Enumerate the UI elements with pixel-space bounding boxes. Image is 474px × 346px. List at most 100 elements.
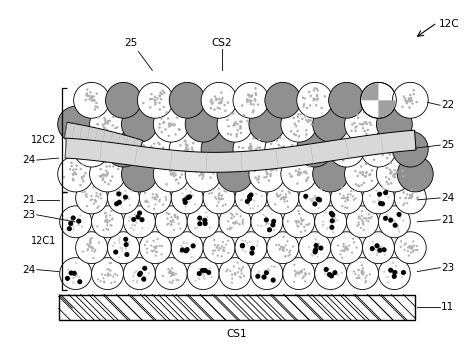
Circle shape [140,271,142,273]
Circle shape [313,98,316,100]
Circle shape [397,156,433,192]
Circle shape [153,156,189,192]
Circle shape [250,146,253,148]
Circle shape [324,270,326,273]
Circle shape [192,194,194,197]
Circle shape [314,195,317,198]
Circle shape [158,200,161,202]
Circle shape [361,215,363,217]
Circle shape [278,244,280,246]
Circle shape [153,143,155,145]
Circle shape [147,153,150,156]
Circle shape [406,202,408,204]
Circle shape [295,220,297,222]
Circle shape [139,182,171,214]
Circle shape [87,94,90,97]
Circle shape [241,104,244,107]
Circle shape [105,212,107,214]
Circle shape [172,219,174,221]
Circle shape [144,148,146,151]
Circle shape [186,148,189,151]
Circle shape [227,240,229,242]
Circle shape [370,124,372,126]
Circle shape [250,103,252,106]
Circle shape [215,98,218,100]
Circle shape [305,172,308,175]
Circle shape [345,245,347,248]
Circle shape [129,204,131,206]
Circle shape [318,242,320,245]
Circle shape [227,132,229,135]
Circle shape [343,197,346,199]
Circle shape [128,216,131,218]
Circle shape [155,206,187,238]
Circle shape [242,239,244,242]
Circle shape [378,194,381,196]
Circle shape [169,269,171,271]
Circle shape [343,197,345,199]
Circle shape [401,175,404,177]
Circle shape [247,201,250,203]
Circle shape [346,207,348,209]
Circle shape [120,192,122,195]
Circle shape [343,145,346,147]
Circle shape [378,148,380,150]
Circle shape [272,168,274,171]
Circle shape [352,195,354,198]
Circle shape [89,240,91,243]
Circle shape [328,268,330,270]
Circle shape [159,95,161,97]
Circle shape [89,240,91,242]
Circle shape [358,224,360,226]
Circle shape [334,220,337,222]
Circle shape [172,280,174,282]
Circle shape [183,250,185,252]
Circle shape [87,248,89,250]
Circle shape [410,245,413,247]
Circle shape [296,130,299,132]
Circle shape [173,220,174,223]
Circle shape [284,197,286,199]
Circle shape [360,165,363,168]
Circle shape [100,194,102,196]
Circle shape [187,247,189,249]
Circle shape [106,135,109,137]
Circle shape [393,220,395,222]
Circle shape [352,238,354,240]
Circle shape [254,99,256,102]
Circle shape [247,93,249,96]
Circle shape [353,122,356,124]
Circle shape [114,201,119,206]
Circle shape [320,107,323,109]
Circle shape [74,275,77,278]
Circle shape [303,103,305,106]
Circle shape [218,197,220,199]
Circle shape [197,167,200,170]
Circle shape [365,171,368,174]
Circle shape [365,163,367,165]
Circle shape [392,131,428,167]
Circle shape [410,98,412,101]
Circle shape [186,144,189,147]
Circle shape [361,210,363,212]
Circle shape [355,126,357,129]
Circle shape [230,217,233,219]
Circle shape [362,267,364,270]
Circle shape [163,106,165,108]
Circle shape [361,82,396,118]
Circle shape [198,174,201,177]
Circle shape [152,240,155,242]
Circle shape [405,197,407,199]
Circle shape [380,201,385,206]
Circle shape [408,98,410,100]
Circle shape [155,247,157,249]
Text: 12C: 12C [439,19,460,29]
Circle shape [246,98,249,101]
Circle shape [410,97,412,99]
Circle shape [107,275,109,277]
Circle shape [203,182,235,214]
Circle shape [72,219,73,221]
Circle shape [106,221,109,224]
Circle shape [216,246,218,248]
Circle shape [320,188,322,191]
